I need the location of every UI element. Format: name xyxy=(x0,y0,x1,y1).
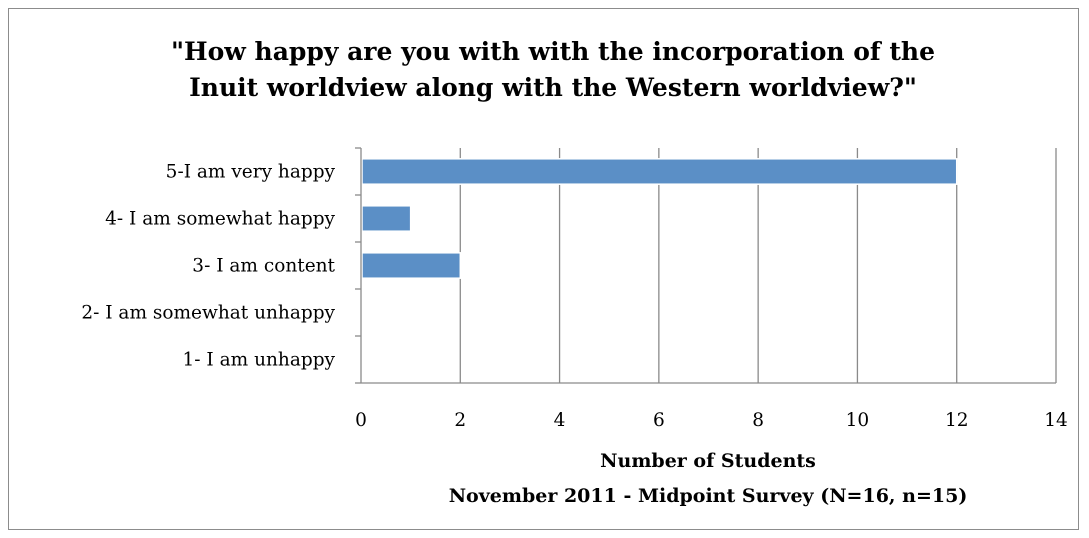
x-tick-label-8: 8 xyxy=(752,410,764,431)
x-tick-label-0: 0 xyxy=(355,410,367,431)
axes xyxy=(355,147,1056,384)
chart-subtitle: November 2011 - Midpoint Survey (N=16, n… xyxy=(449,485,968,507)
chart-title-line-2: Inuit worldview along with the Western w… xyxy=(189,73,917,102)
bars xyxy=(361,158,958,279)
bar-2 xyxy=(361,205,412,232)
x-tick-label-2: 2 xyxy=(454,410,466,431)
gridlines xyxy=(459,148,1057,383)
bar-3 xyxy=(361,252,462,279)
chart-title-line-1: "How happy are you with with the incorpo… xyxy=(171,37,935,66)
category-label-2: 4- I am somewhat happy xyxy=(105,209,335,230)
category-label-1: 5-I am very happy xyxy=(166,162,336,183)
x-tick-label-6: 6 xyxy=(653,410,665,431)
category-label-4: 2- I am somewhat unhappy xyxy=(81,303,335,324)
x-tick-label-10: 10 xyxy=(846,410,870,431)
x-tick-labels: 0 2 4 6 8 10 12 14 xyxy=(355,410,1068,431)
x-tick-label-12: 12 xyxy=(945,410,969,431)
chart-frame xyxy=(8,8,1079,530)
bar-1 xyxy=(361,158,958,185)
x-tick-label-4: 4 xyxy=(554,410,566,431)
category-labels: 5-I am very happy 4- I am somewhat happy 3… xyxy=(81,162,335,371)
x-tick-label-14: 14 xyxy=(1044,410,1068,431)
x-axis-title: Number of Students xyxy=(600,450,816,472)
category-label-5: 1- I am unhappy xyxy=(183,350,336,371)
category-label-3: 3- I am content xyxy=(192,256,335,277)
